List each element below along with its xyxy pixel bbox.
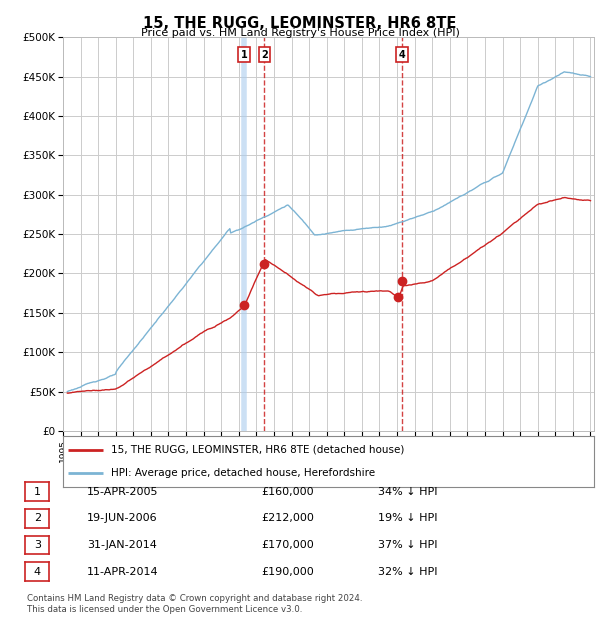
Text: 3: 3 — [34, 540, 41, 550]
Text: 32% ↓ HPI: 32% ↓ HPI — [378, 567, 437, 577]
Text: 2: 2 — [34, 513, 41, 523]
Text: £160,000: £160,000 — [261, 487, 314, 497]
Text: 31-JAN-2014: 31-JAN-2014 — [87, 540, 157, 550]
Text: 11-APR-2014: 11-APR-2014 — [87, 567, 158, 577]
Text: 19-JUN-2006: 19-JUN-2006 — [87, 513, 158, 523]
Text: 4: 4 — [399, 50, 406, 60]
Text: 15, THE RUGG, LEOMINSTER, HR6 8TE (detached house): 15, THE RUGG, LEOMINSTER, HR6 8TE (detac… — [111, 445, 404, 454]
Text: 34% ↓ HPI: 34% ↓ HPI — [378, 487, 437, 497]
Text: 1: 1 — [241, 50, 247, 60]
Text: £190,000: £190,000 — [261, 567, 314, 577]
Text: 19% ↓ HPI: 19% ↓ HPI — [378, 513, 437, 523]
Text: Contains HM Land Registry data © Crown copyright and database right 2024.
This d: Contains HM Land Registry data © Crown c… — [27, 595, 362, 614]
Text: £212,000: £212,000 — [261, 513, 314, 523]
Text: Price paid vs. HM Land Registry's House Price Index (HPI): Price paid vs. HM Land Registry's House … — [140, 28, 460, 38]
Text: 1: 1 — [34, 487, 41, 497]
Text: HPI: Average price, detached house, Herefordshire: HPI: Average price, detached house, Here… — [111, 468, 375, 478]
Text: 2: 2 — [261, 50, 268, 60]
Text: £170,000: £170,000 — [261, 540, 314, 550]
Text: 15, THE RUGG, LEOMINSTER, HR6 8TE: 15, THE RUGG, LEOMINSTER, HR6 8TE — [143, 16, 457, 31]
Text: 4: 4 — [34, 567, 41, 577]
Text: 37% ↓ HPI: 37% ↓ HPI — [378, 540, 437, 550]
Text: 15-APR-2005: 15-APR-2005 — [87, 487, 158, 497]
